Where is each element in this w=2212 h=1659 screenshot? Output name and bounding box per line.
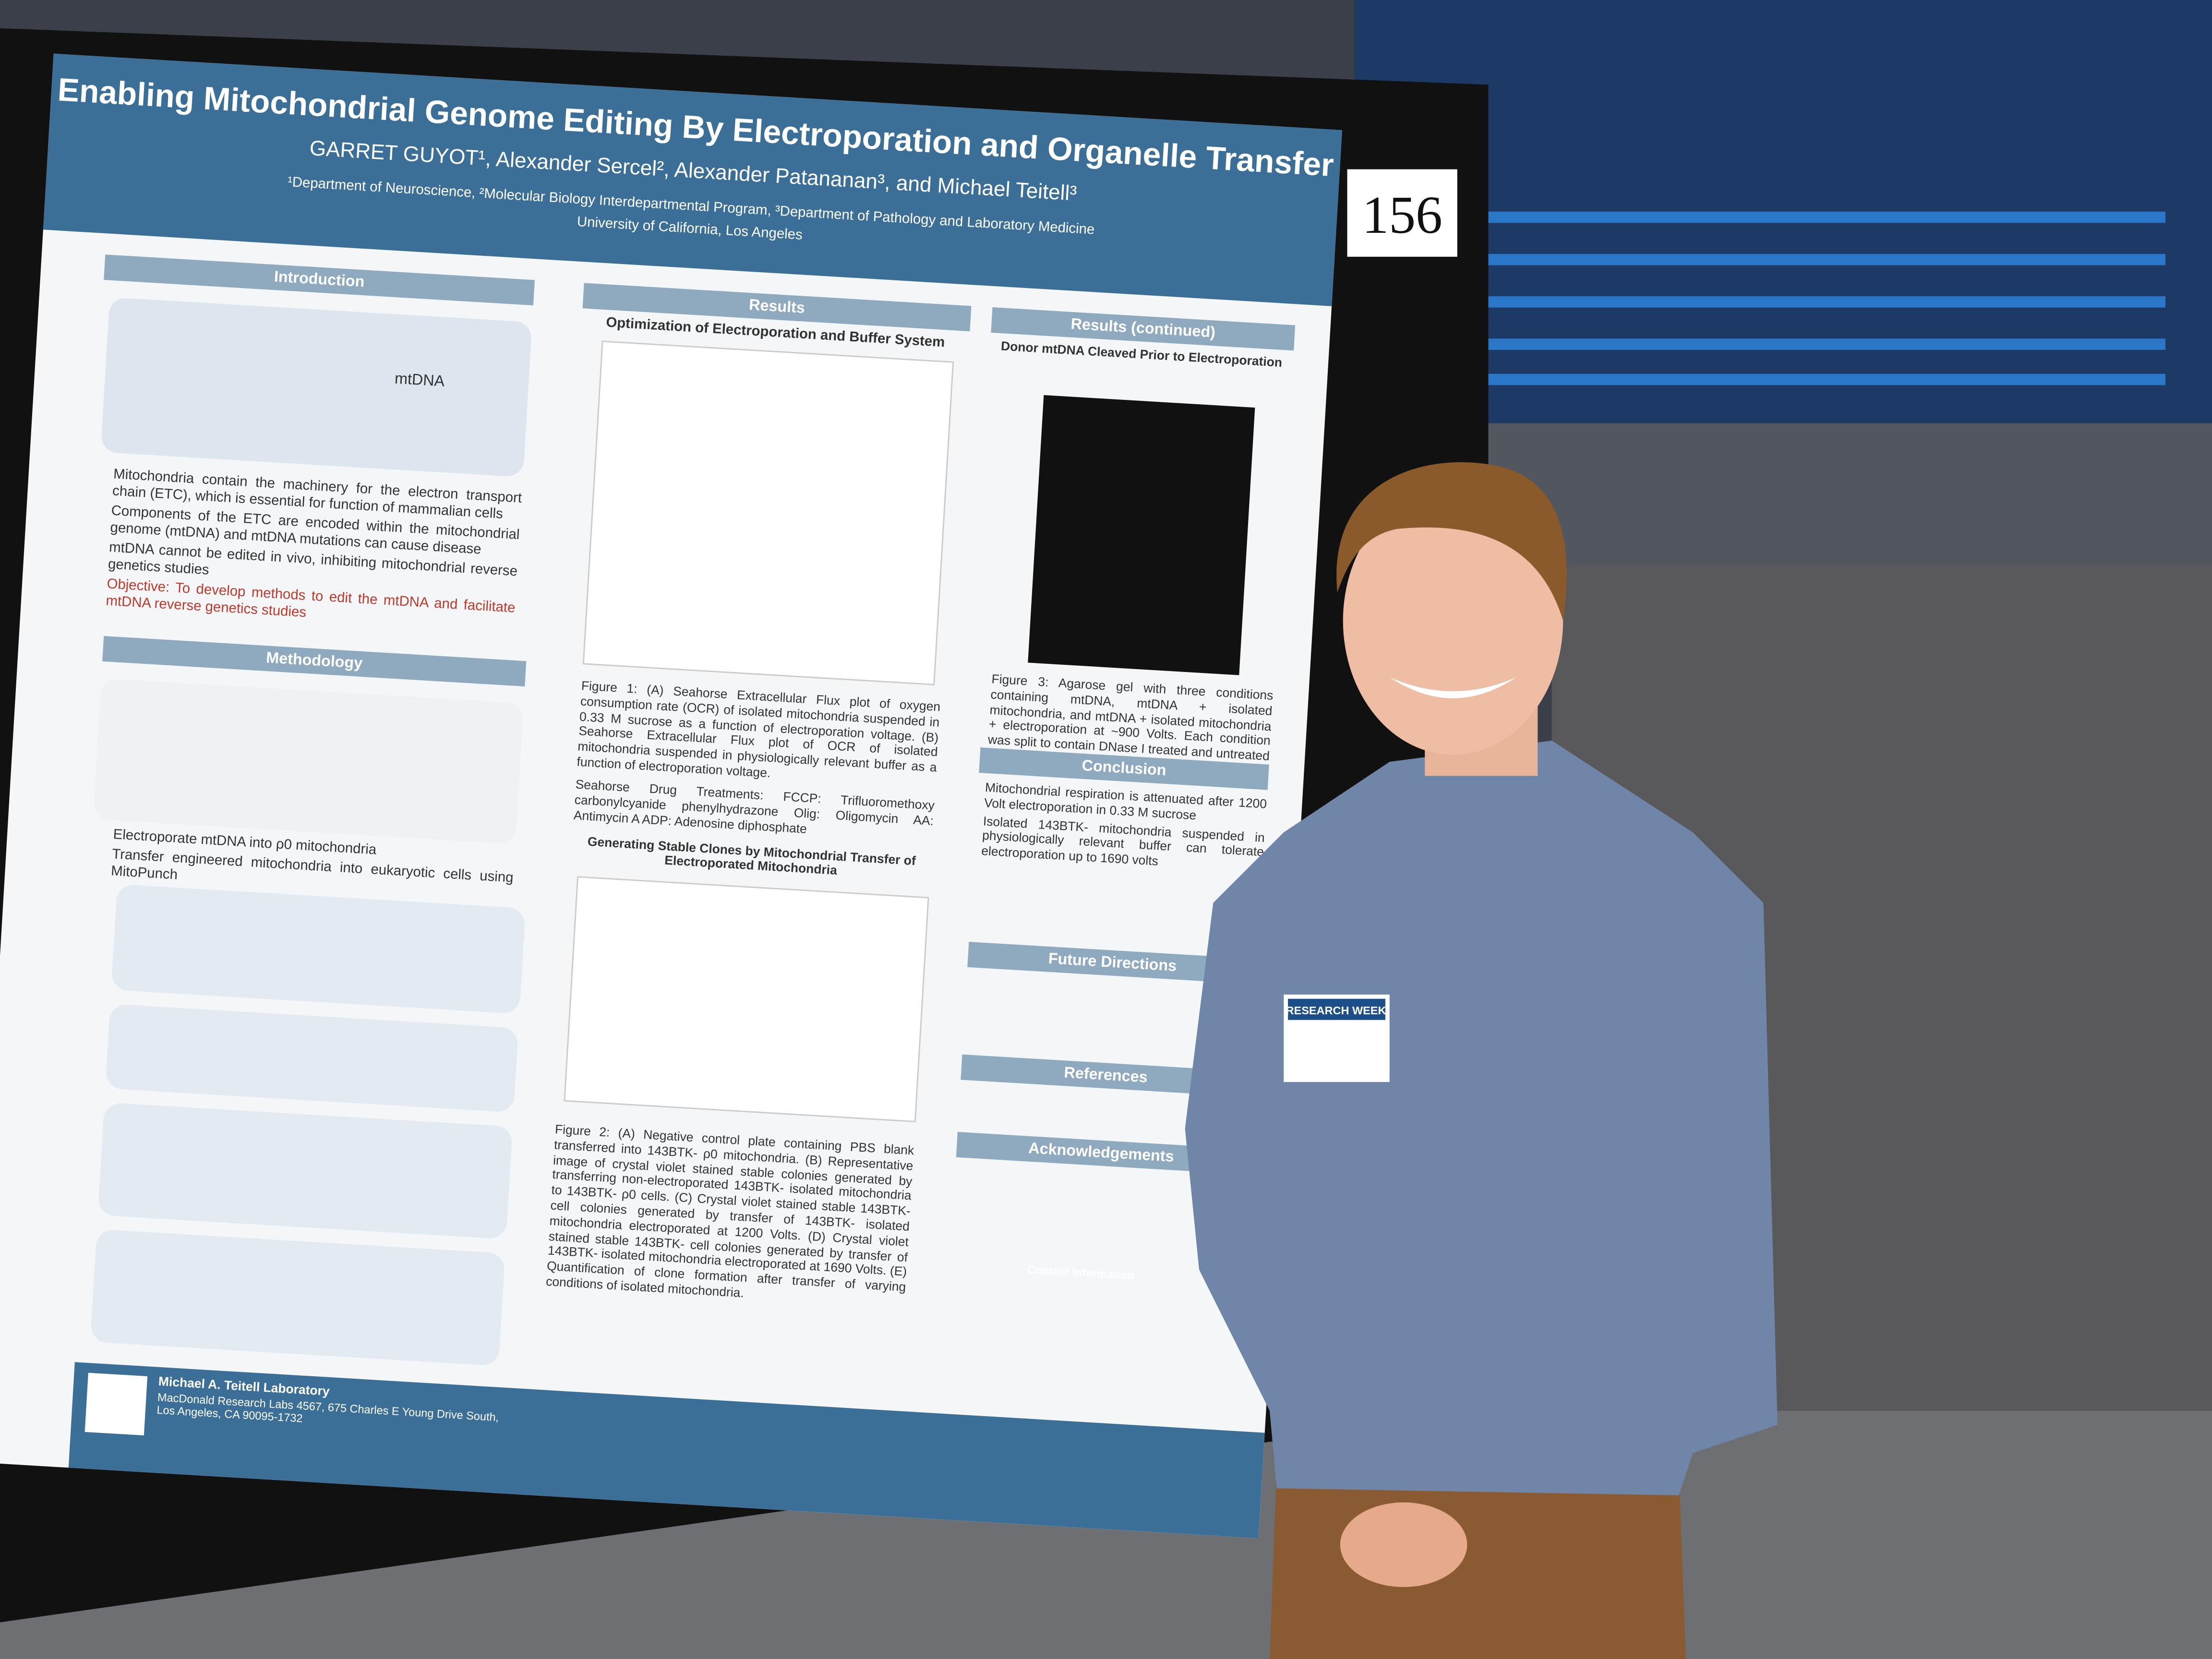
- intro-figure: mtDNA: [100, 297, 532, 478]
- pants: [1269, 1467, 1686, 1659]
- person: RESEARCH WEEK: [1185, 462, 1778, 1659]
- badge-band: [1288, 998, 1385, 1020]
- badge-text: RESEARCH WEEK: [1286, 1004, 1386, 1017]
- poster-layout: Enabling Mitochondrial Genome Editing By…: [0, 54, 1342, 1539]
- shirt: [1185, 740, 1778, 1496]
- seat-rows: [1488, 211, 2166, 385]
- number-card: [1347, 169, 1457, 257]
- method-step: [90, 1229, 505, 1366]
- poster-content: Enabling Mitochondrial Genome Editing By…: [0, 54, 1342, 1539]
- ocr-plots: [582, 340, 954, 685]
- figure-caption: Figure 1: (A) Seahorse Extracellular Flu…: [576, 678, 941, 781]
- smile: [1389, 677, 1517, 698]
- method-step: [105, 1004, 519, 1113]
- figure-label: mtDNA: [394, 371, 445, 391]
- method-step: [97, 1102, 513, 1239]
- clone-images: [564, 876, 929, 1123]
- section-heading: Methodology: [102, 636, 527, 686]
- conclusion-text: Mitochondrial respiration is attenuated …: [981, 780, 1267, 878]
- poster: Enabling Mitochondrial Genome Editing By…: [0, 53, 1342, 1539]
- qr-code: [84, 1372, 148, 1436]
- figure-title: Generating Stable Clones by Mitochondria…: [587, 834, 916, 878]
- arena-wall: [1488, 423, 2212, 565]
- section-heading: Introduction: [104, 254, 535, 306]
- hair: [1336, 462, 1567, 621]
- intro-text: Mitochondria contain the machinery for t…: [105, 467, 522, 638]
- gel-image: [1028, 395, 1255, 675]
- figure-caption: Figure 2: (A) Negative control plate con…: [545, 1122, 915, 1300]
- poster-header: [43, 53, 1342, 306]
- face: [1343, 486, 1563, 755]
- poster-number: 156: [1362, 185, 1442, 245]
- method-diagram: [93, 678, 524, 844]
- hands: [1340, 1502, 1467, 1587]
